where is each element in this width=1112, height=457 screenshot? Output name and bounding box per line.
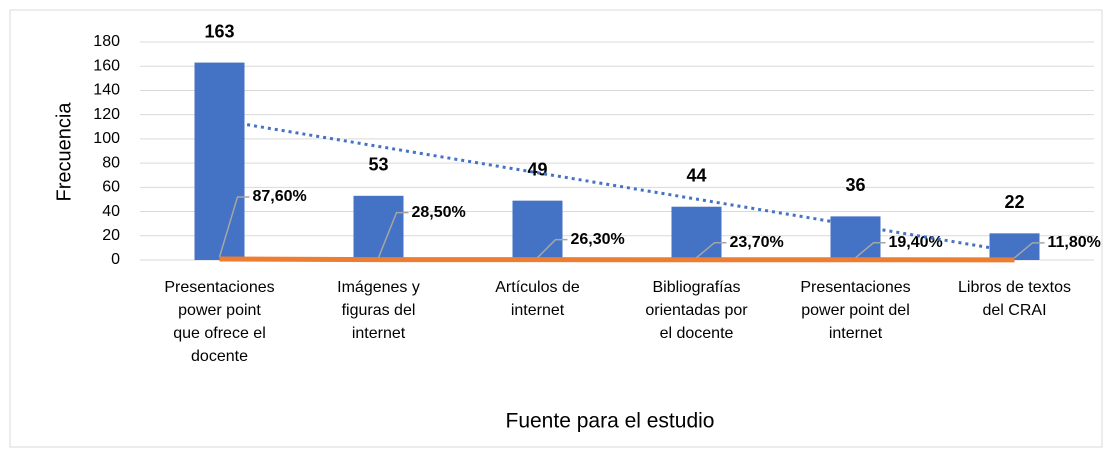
x-tick-label: Bibliografías orientadas por el docente [645,279,748,342]
trendline [219,118,1015,254]
y-tick-label: 20 [102,227,120,244]
y-tick-label: 0 [111,251,120,268]
leader-line [855,242,886,259]
x-tick-label: Artículos de internet [495,279,580,319]
y-tick-label: 160 [93,57,120,74]
bar [671,206,722,260]
x-tick-label: Libros de textos del CRAI [958,279,1071,319]
line-value-label: 87,60% [253,188,307,205]
line-value-label: 11,80% [1048,234,1101,251]
bar-value-label: 44 [686,165,706,185]
line-value-label: 26,30% [571,231,625,248]
x-tick-label: Imágenes y figuras del internet [337,279,420,342]
leader-line [696,241,727,259]
bar-value-label: 53 [368,155,388,175]
leader-line [218,196,250,258]
bar-value-label: 36 [845,175,865,195]
bar-value-label: 163 [204,21,234,41]
bar-value-label: 49 [527,159,547,179]
x-axis-title: Fuente para el estudio [506,410,715,433]
bar [512,200,563,260]
line [219,256,1015,263]
bar [353,195,404,260]
leader-line [377,211,409,258]
y-tick-label: 120 [93,106,120,123]
y-tick-label: 100 [93,130,120,147]
x-tick-label: Presentaciones power point del internet [800,279,911,342]
x-tick-label: Presentaciones power point que ofrece el… [164,279,275,365]
bar [194,62,245,260]
leader-line [1014,242,1045,259]
line-value-label: 28,50% [412,204,466,221]
line-value-label: 23,70% [730,234,784,251]
bar-value-label: 22 [1004,192,1024,212]
y-tick-label: 140 [93,82,120,99]
bar [830,216,881,260]
bar [989,233,1040,260]
leader-line [536,238,568,259]
y-tick-label: 40 [102,203,120,220]
y-tick-label: 80 [102,154,120,171]
y-axis-title: Frecuencia [53,102,75,202]
y-tick-label: 180 [93,33,120,50]
line-value-label: 19,40% [889,234,943,251]
y-tick-label: 60 [102,179,120,196]
